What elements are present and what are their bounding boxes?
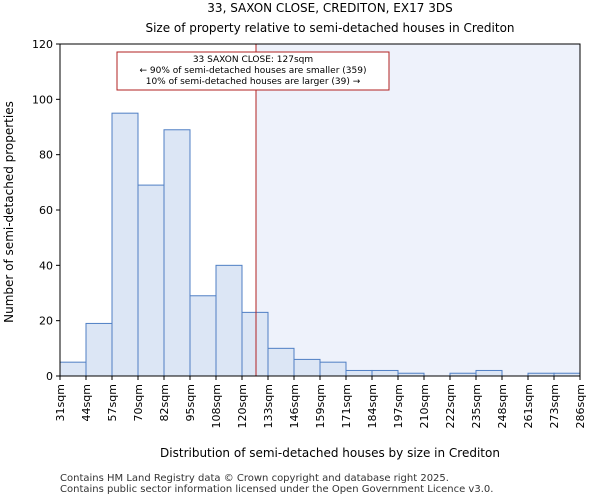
annotation-line-2: ← 90% of semi-detached houses are smalle…: [140, 66, 367, 76]
x-tick-label: 286sqm: [574, 384, 587, 428]
x-tick-label: 261sqm: [522, 384, 535, 428]
y-tick-label: 100: [32, 93, 53, 106]
x-axis-title: Distribution of semi-detached houses by …: [160, 446, 500, 460]
x-tick-label: 159sqm: [314, 384, 327, 428]
x-tick-label: 146sqm: [288, 384, 301, 428]
x-tick-label: 70sqm: [132, 384, 145, 421]
y-tick-label: 80: [39, 149, 53, 162]
x-axis: 31sqm 44sqm 57sqm 70sqm 82sqm 95sqm 108sqm 120s…: [54, 376, 587, 428]
x-tick-label: 57sqm: [106, 384, 119, 421]
x-tick-label: 44sqm: [80, 384, 93, 421]
bar-95sqm: [189, 295, 217, 377]
bar-146sqm: [293, 358, 321, 377]
y-tick-label: 20: [39, 315, 53, 328]
x-tick-label: 197sqm: [392, 384, 405, 428]
x-tick-label: 248sqm: [496, 384, 509, 428]
x-tick-label: 108sqm: [210, 384, 223, 428]
bar-120sqm: [241, 311, 269, 377]
bar-44sqm: [85, 322, 113, 377]
annotation-box: [116, 51, 390, 91]
bars-group: [59, 112, 581, 377]
x-tick-label: 95sqm: [184, 384, 197, 421]
y-axis: 0 20 40 60 80 100 120: [32, 38, 60, 383]
x-tick-label: 82sqm: [158, 384, 171, 421]
x-tick-label: 120sqm: [236, 384, 249, 428]
bar-57sqm: [111, 112, 139, 377]
chart-subtitle: Size of property relative to semi-detach…: [145, 21, 514, 35]
y-tick-label: 40: [39, 259, 53, 272]
x-tick-label: 133sqm: [262, 384, 275, 428]
bar-70sqm: [137, 184, 165, 377]
x-tick-label: 222sqm: [444, 384, 457, 428]
bar-171sqm: [345, 369, 373, 377]
y-axis-title: Number of semi-detached properties: [2, 101, 16, 323]
bar-108sqm: [215, 264, 243, 377]
x-tick-label: 235sqm: [470, 384, 483, 428]
annotation-line-3: 10% of semi-detached houses are larger (…: [146, 77, 361, 87]
y-tick-label: 60: [39, 204, 53, 217]
y-tick-label: 120: [32, 38, 53, 51]
bar-235sqm: [475, 369, 503, 377]
footer-licence: Contains public sector information licen…: [60, 484, 494, 495]
x-tick-label: 171sqm: [340, 384, 353, 428]
bar-82sqm: [163, 129, 191, 377]
x-tick-label: 210sqm: [418, 384, 431, 428]
x-tick-label: 273sqm: [548, 384, 561, 428]
annotation-line-1: 33 SAXON CLOSE: 127sqm: [193, 55, 313, 65]
bar-184sqm: [371, 369, 399, 377]
x-tick-label: 31sqm: [54, 384, 67, 421]
bar-159sqm: [319, 361, 347, 377]
bar-31sqm: [59, 361, 87, 377]
chart-title: 33, SAXON CLOSE, CREDITON, EX17 3DS: [207, 1, 452, 15]
footer-copyright: Contains HM Land Registry data © Crown c…: [60, 473, 449, 484]
larger-region-highlight: [256, 44, 580, 376]
y-tick-label: 0: [46, 370, 53, 383]
bar-133sqm: [267, 347, 295, 377]
x-tick-label: 184sqm: [366, 384, 379, 428]
